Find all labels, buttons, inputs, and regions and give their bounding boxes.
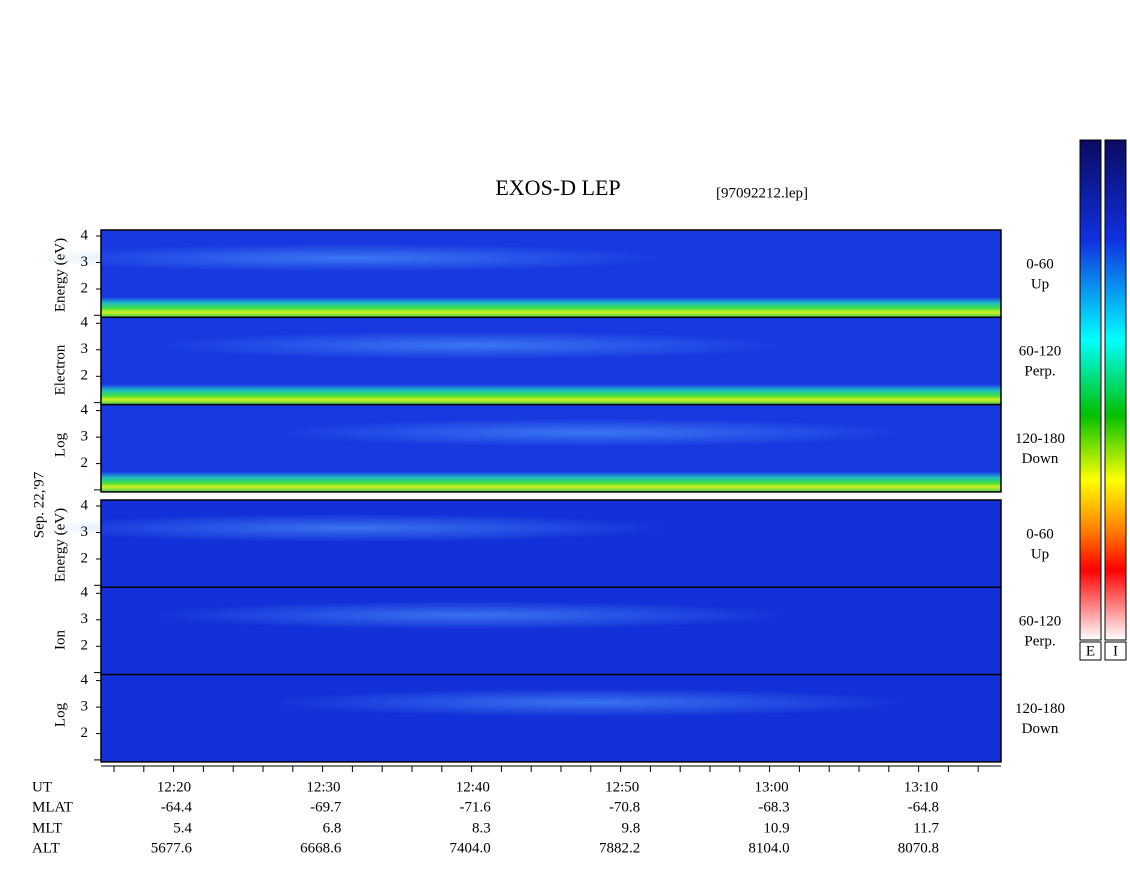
row-value: 5677.6	[151, 840, 193, 856]
row-value: 6668.6	[300, 840, 342, 856]
panel-direction: Up	[1031, 276, 1049, 292]
spectrogram-band	[101, 471, 1001, 492]
panel-direction: Up	[1031, 546, 1049, 562]
colorbar	[1104, 139, 1127, 641]
panel-range: 120-180	[1015, 701, 1065, 717]
spectrogram-panel	[101, 587, 1001, 675]
axis-label: Energy (eV)	[52, 508, 68, 582]
row-value: 7404.0	[450, 840, 491, 856]
spectrogram-band	[101, 297, 1001, 318]
panel-direction: Down	[1022, 451, 1059, 467]
panel-direction: Perp.	[1024, 634, 1055, 650]
spectrogram-feature	[270, 418, 910, 447]
row-label: UT	[32, 779, 52, 795]
row-value: 8.3	[472, 820, 491, 836]
row-value: 13:00	[755, 779, 789, 795]
y-tick-label: 2	[81, 280, 89, 296]
spectrogram-feature	[30, 514, 670, 542]
spectrogram-panel	[101, 674, 1001, 762]
axis-label: Ion	[52, 630, 68, 650]
date: Sep. 22,'97	[31, 471, 47, 538]
row-value: 7882.2	[599, 840, 640, 856]
colorbar-label: E	[1086, 643, 1095, 659]
panel-direction: Perp.	[1024, 364, 1055, 380]
y-tick-label: 2	[81, 638, 89, 654]
panel-frame	[100, 673, 1002, 763]
axis-label: Electron	[52, 344, 68, 395]
row-value: 10.9	[763, 820, 789, 836]
row-value: -64.8	[908, 799, 939, 815]
y-tick-label: 2	[81, 725, 89, 741]
y-tick-label: 3	[81, 699, 89, 715]
spectrogram-feature	[150, 601, 790, 630]
row-value: -64.4	[161, 799, 193, 815]
y-tick-label: 4	[81, 315, 89, 331]
y-tick-label: 2	[81, 368, 89, 384]
colorbar-label-box	[1079, 641, 1102, 661]
axis-label: Log	[52, 432, 68, 457]
row-value: -69.7	[310, 799, 342, 815]
axis-label: Log	[52, 702, 68, 727]
panel-range: 0-60	[1026, 256, 1054, 272]
row-value: -68.3	[758, 799, 789, 815]
y-tick-label: 4	[81, 672, 89, 688]
row-value: 12:30	[306, 779, 340, 795]
row-value: 11.7	[913, 820, 939, 836]
row-label: MLT	[32, 820, 62, 836]
spectrogram-band	[101, 384, 1001, 405]
panel-frame	[100, 403, 1002, 493]
panel-range: 60-120	[1019, 344, 1062, 360]
colorbar-label-box	[1104, 641, 1127, 661]
spectrogram-panel	[101, 500, 1001, 588]
panel-range: 120-180	[1015, 431, 1065, 447]
colorbar	[1079, 139, 1102, 641]
y-tick-label: 2	[81, 455, 89, 471]
row-value: 8070.8	[898, 840, 939, 856]
row-value: 12:20	[157, 779, 191, 795]
panel-range: 60-120	[1019, 614, 1062, 630]
y-tick-label: 4	[81, 402, 89, 418]
y-tick-label: 4	[81, 497, 89, 513]
colorbar-label: I	[1113, 643, 1118, 659]
y-tick-label: 3	[81, 524, 89, 540]
y-tick-label: 3	[81, 341, 89, 357]
row-value: 12:50	[605, 779, 639, 795]
row-value: 9.8	[621, 820, 640, 836]
panel-range: 0-60	[1026, 526, 1054, 542]
panel-direction: Down	[1022, 721, 1059, 737]
spectrogram-feature	[270, 688, 910, 717]
spectrogram-feature	[30, 244, 670, 272]
y-tick-label: 2	[81, 550, 89, 566]
row-value: -71.6	[460, 799, 492, 815]
row-value: 5.4	[173, 820, 192, 836]
row-value: -70.8	[609, 799, 640, 815]
file-name: [97092212.lep]	[716, 185, 808, 201]
row-label: MLAT	[32, 799, 73, 815]
y-tick-label: 3	[81, 611, 89, 627]
title: EXOS-D LEP	[495, 175, 620, 200]
y-tick-label: 3	[81, 254, 89, 270]
axis-label: Energy (eV)	[52, 238, 68, 312]
row-label: ALT	[32, 840, 60, 856]
row-value: 8104.0	[748, 840, 789, 856]
y-tick-label: 4	[81, 585, 89, 601]
spectrogram-feature	[150, 331, 790, 360]
row-value: 6.8	[323, 820, 342, 836]
row-value: 13:10	[904, 779, 938, 795]
row-value: 12:40	[456, 779, 490, 795]
y-tick-label: 4	[81, 227, 89, 243]
y-tick-label: 3	[81, 429, 89, 445]
